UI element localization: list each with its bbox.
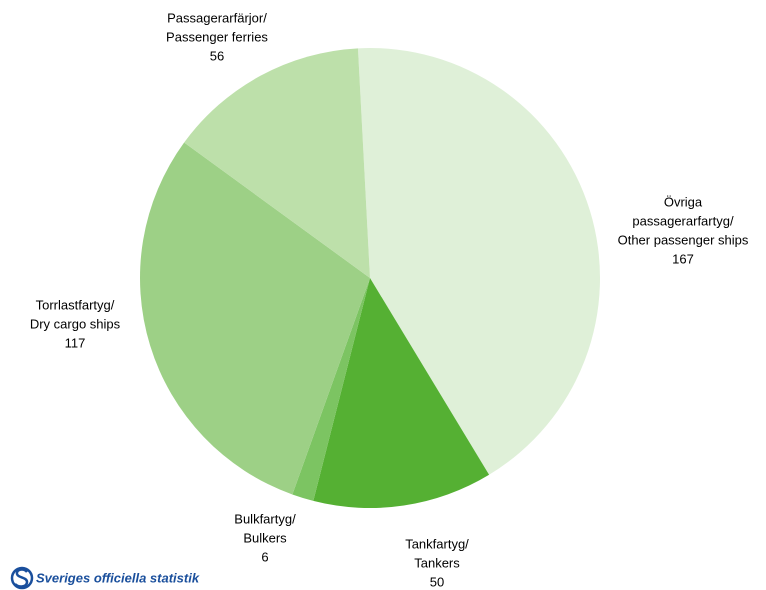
- slice-label: Other passenger ships: [618, 232, 749, 247]
- pie-slice: [313, 278, 490, 508]
- logo-icon: [10, 566, 34, 590]
- slice-label: Torrlastfartyg/: [36, 297, 115, 312]
- logo-text: Sveriges officiella statistik: [36, 570, 200, 585]
- logo-s: [14, 568, 29, 588]
- logo: Sveriges officiella statistik: [10, 566, 200, 590]
- slice-label: passagerarfartyg/: [632, 213, 734, 228]
- pie-slice: [140, 142, 370, 495]
- slice-value: 167: [672, 251, 694, 266]
- slice-label: Bulkfartyg/: [234, 511, 296, 526]
- slice-value: 56: [210, 48, 224, 63]
- slice-value: 50: [430, 574, 444, 589]
- slice-value: 117: [65, 335, 86, 350]
- slice-label: Bulkers: [243, 530, 287, 545]
- pie-slice: [292, 278, 370, 501]
- pie-slice: [357, 48, 600, 475]
- slice-label: Tankers: [414, 555, 460, 570]
- slice-label: Övriga: [664, 194, 703, 209]
- slice-label: Passenger ferries: [166, 29, 268, 44]
- slice-label: Tankfartyg/: [405, 536, 469, 551]
- pie-slice: [184, 48, 370, 278]
- slice-label: Passagerarfärjor/: [167, 10, 267, 25]
- slice-value: 6: [261, 549, 268, 564]
- slice-label: Dry cargo ships: [30, 316, 121, 331]
